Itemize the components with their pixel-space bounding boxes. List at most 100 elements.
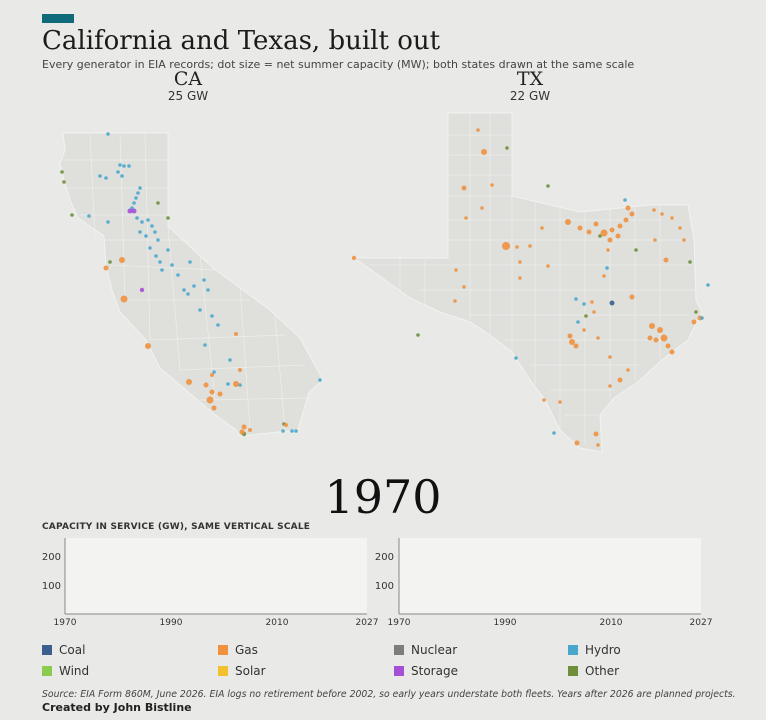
- legend-swatch-other: [568, 666, 578, 676]
- plant-dot-gas: [617, 223, 623, 229]
- plant-dot-gas: [542, 398, 546, 402]
- plant-dot-gas: [464, 216, 468, 220]
- plant-dot-other: [694, 310, 698, 314]
- plant-dot-hydro: [127, 164, 131, 168]
- plant-dot-hydro: [146, 218, 150, 222]
- chart-title: California and Texas, built out: [42, 26, 441, 56]
- legend-item-other: Other: [568, 664, 619, 678]
- tx-ytick-200: 200: [375, 552, 394, 563]
- plant-dot-gas: [211, 405, 217, 411]
- plant-dot-gas: [206, 396, 214, 404]
- plant-dot-gas: [119, 257, 125, 263]
- plant-dot-gas: [515, 245, 519, 249]
- plant-dot-hydro: [290, 429, 294, 433]
- legend-swatch-coal: [42, 645, 52, 655]
- plant-dot-hydro: [700, 316, 704, 320]
- legend-label-nuclear: Nuclear: [411, 643, 458, 657]
- legend-label-wind: Wind: [59, 664, 90, 678]
- plant-dot-gas: [546, 264, 550, 268]
- plant-dot-gas: [609, 227, 615, 233]
- legend-label-gas: Gas: [235, 643, 258, 657]
- plant-dot-gas: [540, 226, 544, 230]
- plant-dot-hydro: [182, 288, 186, 292]
- plant-dot-gas: [606, 248, 610, 252]
- plant-dot-hydro: [118, 163, 122, 167]
- plant-dot-gas: [649, 323, 655, 329]
- plant-dot-hydro: [170, 263, 174, 267]
- legend-swatch-hydro: [568, 645, 578, 655]
- plant-dot-hydro: [203, 343, 207, 347]
- plant-dot-gas: [665, 343, 671, 349]
- plant-dot-hydro: [212, 370, 216, 374]
- legend-item-coal: Coal: [42, 643, 85, 657]
- tx-xtick-2010: 2010: [600, 618, 623, 628]
- plant-dot-hydro: [136, 191, 140, 195]
- plant-dot-gas: [663, 257, 669, 263]
- state-maps: [59, 112, 710, 453]
- capacity-panels: 200 100 1970 1990 2010 2027 200 100 1970…: [42, 538, 712, 628]
- plant-dot-gas: [669, 349, 675, 355]
- plant-dot-gas: [234, 332, 238, 336]
- ca-capacity: 25 GW: [167, 89, 209, 103]
- credit-line: Created by John Bistline: [42, 701, 192, 714]
- legend-label-hydro: Hydro: [585, 643, 621, 657]
- plant-dot-gas: [203, 382, 209, 388]
- plant-dot-gas: [502, 242, 510, 250]
- plant-dot-hydro: [706, 283, 710, 287]
- plant-dot-gas: [461, 185, 467, 191]
- plant-dot-gas: [565, 219, 571, 225]
- plant-dot-gas: [586, 229, 592, 235]
- plant-dot-gas: [145, 343, 151, 349]
- plant-dot-gas: [567, 333, 573, 339]
- plant-dot-gas: [682, 238, 686, 242]
- plant-dot-gas: [617, 377, 623, 383]
- plant-dot-hydro: [120, 174, 124, 178]
- plant-dot-other: [70, 213, 74, 217]
- legend-item-storage: Storage: [394, 664, 458, 678]
- legend-swatch-wind: [42, 666, 52, 676]
- legend-label-storage: Storage: [411, 664, 458, 678]
- plant-dot-gas: [462, 285, 466, 289]
- plant-dot-hydro: [198, 308, 202, 312]
- plant-dot-hydro: [552, 431, 556, 435]
- plant-dot-hydro: [216, 323, 220, 327]
- plant-dot-hydro: [98, 174, 102, 178]
- plant-dot-hydro: [138, 230, 142, 234]
- legend-item-solar: Solar: [218, 664, 266, 678]
- plant-dot-coal: [609, 300, 615, 306]
- plant-dot-storage: [131, 208, 137, 214]
- plant-dot-hydro: [623, 198, 627, 202]
- plant-dot-gas: [103, 265, 109, 271]
- legend-swatch-solar: [218, 666, 228, 676]
- ca-label: CA: [173, 68, 203, 90]
- current-year: 1970: [324, 470, 442, 524]
- plant-dot-other: [108, 260, 112, 264]
- plant-dot-gas: [476, 128, 480, 132]
- tx-capacity-plot: [399, 538, 701, 614]
- plant-dot-gas: [670, 216, 674, 220]
- plant-dot-gas: [528, 244, 532, 248]
- plant-dot-gas: [241, 424, 247, 430]
- plant-dot-gas: [600, 229, 608, 237]
- plant-dot-hydro: [122, 164, 126, 168]
- plant-dot-gas: [574, 440, 580, 446]
- plant-dot-gas: [596, 443, 600, 447]
- ca-plant-dots: [60, 132, 322, 437]
- ca-county-lines: [63, 132, 311, 431]
- plant-dot-gas: [593, 431, 599, 437]
- plant-dot-hydro: [132, 201, 136, 205]
- plant-dot-gas: [678, 226, 682, 230]
- plant-dot-gas: [623, 217, 629, 223]
- tx-county-lines: [370, 113, 695, 445]
- plant-dot-gas: [490, 183, 494, 187]
- plant-dot-gas: [481, 149, 487, 155]
- plant-dot-hydro: [202, 278, 206, 282]
- plant-dot-hydro: [605, 266, 609, 270]
- ca-xtick-1970: 1970: [54, 618, 77, 628]
- plant-dot-other: [505, 146, 509, 150]
- legend-item-gas: Gas: [218, 643, 258, 657]
- plant-dot-hydro: [148, 246, 152, 250]
- tx-label: TX: [516, 68, 544, 90]
- plant-dot-hydro: [144, 234, 148, 238]
- plant-dot-gas: [653, 337, 659, 343]
